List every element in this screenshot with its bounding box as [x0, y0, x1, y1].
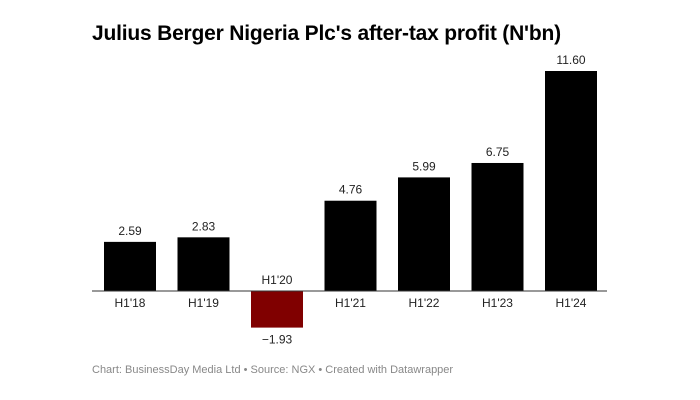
value-label-4: 5.99: [412, 159, 436, 173]
bar-5: [471, 162, 524, 291]
category-label-4: H1'22: [409, 296, 440, 310]
category-label-3: H1'21: [335, 296, 366, 310]
bar-2: [251, 291, 303, 328]
bar-4: [398, 177, 450, 291]
category-label-6: H1'24: [556, 296, 587, 310]
category-label-0: H1'18: [115, 296, 146, 310]
chart-footer: Chart: BusinessDay Media Ltd • Source: N…: [92, 364, 454, 376]
category-label-2: H1'20: [262, 273, 293, 287]
bar-0: [104, 241, 156, 291]
chart-title: Julius Berger Nigeria Plc's after-tax pr…: [92, 22, 561, 45]
value-label-1: 2.83: [192, 219, 216, 233]
bar-1: [177, 237, 230, 291]
value-label-6: 11.60: [556, 53, 585, 67]
value-label-0: 2.59: [118, 224, 142, 238]
value-label-3: 4.76: [339, 183, 363, 197]
category-label-5: H1'23: [482, 296, 513, 310]
value-label-5: 6.75: [486, 145, 510, 159]
bar-3: [324, 200, 377, 291]
bar-6: [545, 71, 597, 291]
category-label-1: H1'19: [188, 296, 219, 310]
value-label-2: −1.93: [262, 333, 293, 347]
